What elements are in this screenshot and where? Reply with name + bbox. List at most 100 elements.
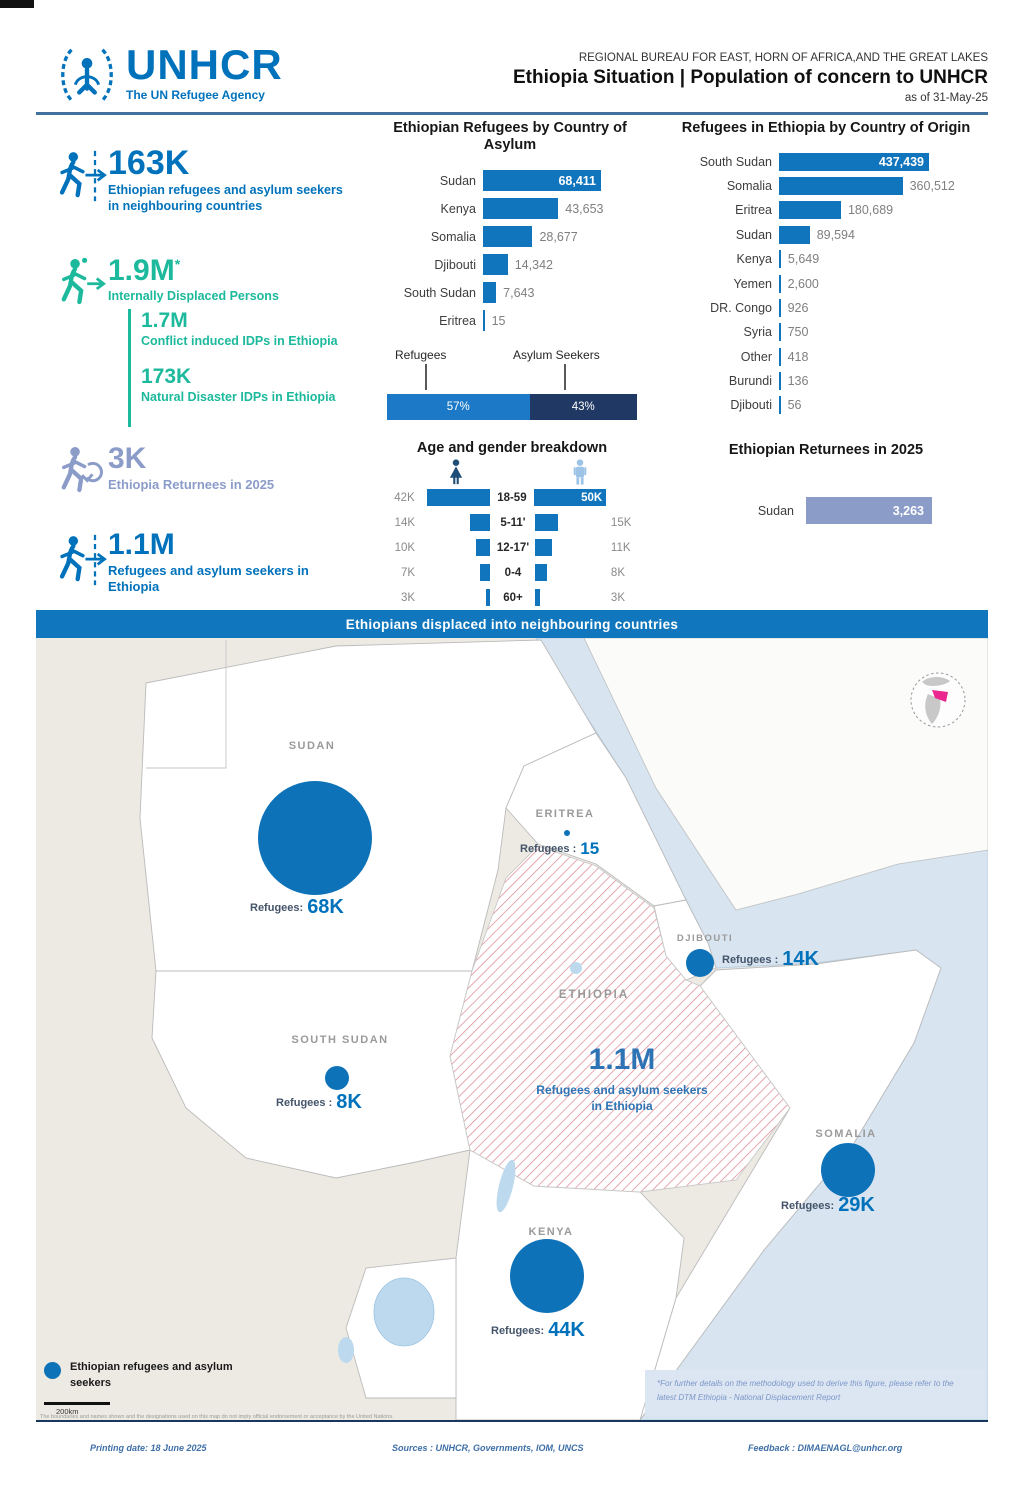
chart-title: Refugees in Ethiopia by Country of Origi… xyxy=(681,120,971,136)
bar xyxy=(483,254,508,276)
bar-label: Somalia xyxy=(726,178,772,193)
bar xyxy=(483,282,497,304)
feedback-email[interactable]: Feedback : DIMAENAGL@unhcr.org xyxy=(748,1443,903,1453)
map-stat-ethiopia-value: 1.1M xyxy=(588,1043,656,1076)
stat-label: Natural Disaster IDPs in Ethiopia xyxy=(141,390,336,404)
map-stat-south-sudan: Refugees : 8K xyxy=(276,1091,362,1113)
map-bubble-south-sudan xyxy=(325,1066,349,1090)
bar-value: 89,594 xyxy=(816,227,855,242)
brand-name: UNHCR xyxy=(126,41,283,88)
bar-row: Eritrea 15 xyxy=(380,307,640,335)
asylum-bar-chart: Sudan 68,411 Kenya 43,653 Somalia 28,677 Djibo… xyxy=(380,167,640,335)
bar-label: Somalia xyxy=(430,229,476,244)
bar-label: South Sudan xyxy=(699,154,772,169)
bar-track: 418 xyxy=(779,347,992,366)
stat-label-line2: in neighbouring countries xyxy=(108,198,263,213)
bar-row: Somalia 28,677 xyxy=(380,223,640,251)
chart-split: Refugees Asylum Seekers 57% 43% xyxy=(387,348,637,420)
male-value: 50K xyxy=(581,491,603,504)
chart-returnees: Ethiopian Returnees in 2025 Sudan 3,263 xyxy=(660,442,992,525)
legend-label-line2: seekers xyxy=(70,1376,111,1389)
bar-track: 14,342 xyxy=(483,254,640,276)
bar-track: 89,594 xyxy=(779,225,992,244)
bar-row: Burundi 136 xyxy=(660,369,992,393)
country-shape-ethiopia-hatched xyxy=(449,845,791,1193)
map-banner-title: Ethiopians displaced into neighbouring c… xyxy=(345,616,679,632)
legend-bubble-icon xyxy=(44,1362,61,1379)
stat-label-line1: Refugees and asylum seekers in xyxy=(108,563,309,578)
map-label-south-sudan: SOUTH SUDAN xyxy=(291,1034,389,1046)
bar-row: Kenya 5,649 xyxy=(660,247,992,271)
chart-origin: Refugees in Ethiopia by Country of Origi… xyxy=(660,120,992,418)
idp-breakdown-connector xyxy=(128,309,131,427)
female-bar xyxy=(486,589,491,607)
female-bar-track xyxy=(420,539,491,557)
bar-value: 180,689 xyxy=(847,203,894,218)
refugees-in-ethiopia-icon xyxy=(56,532,108,588)
male-value: 8K xyxy=(610,566,625,579)
bar-label: Yemen xyxy=(733,276,772,291)
bar-track: 28,677 xyxy=(483,226,640,248)
age-group-label: 12-17' xyxy=(496,541,530,554)
stat-value: 1.7M xyxy=(141,309,188,332)
male-value: 15K xyxy=(610,516,632,529)
bar-row: Sudan 89,594 xyxy=(660,223,992,247)
male-value: 3K xyxy=(610,591,625,604)
bar-track: 2,600 xyxy=(779,274,992,293)
chart-age-gender: Age and gender breakdown xyxy=(372,440,652,610)
map-stat-sudan: Refugees: 68K xyxy=(250,896,344,918)
header-divider xyxy=(36,112,988,115)
bar-label: Other xyxy=(740,349,772,364)
bar-value: 926 xyxy=(787,300,809,315)
map-banner: Ethiopians displaced into neighbouring c… xyxy=(36,610,988,638)
lake-victoria xyxy=(373,1277,435,1347)
stat-label: Internally Displaced Persons xyxy=(108,289,279,303)
bar-label: Syria xyxy=(743,325,772,340)
bar xyxy=(779,372,781,391)
as-of-date: as of 31-May-25 xyxy=(904,92,988,104)
female-bar xyxy=(427,489,490,507)
bar-label: South Sudan xyxy=(403,285,476,300)
country-shape-arabia xyxy=(583,638,988,911)
male-bar: 50K xyxy=(534,489,607,507)
bar-row: Djibouti 14,342 xyxy=(380,251,640,279)
male-icon xyxy=(573,459,587,485)
age-group-label: 5-11' xyxy=(500,516,526,529)
stat-value: 1.1M xyxy=(108,528,175,561)
female-bar-track xyxy=(420,589,491,607)
map-label-sudan: SUDAN xyxy=(288,740,336,752)
bar-row: South Sudan 437,439 xyxy=(660,149,992,173)
bar-row: Kenya 43,653 xyxy=(380,195,640,223)
male-bar xyxy=(535,589,540,607)
bar xyxy=(483,310,485,332)
female-icon xyxy=(449,459,463,485)
stat-value: 1.9M* xyxy=(108,254,181,287)
map-scale-bar xyxy=(44,1402,110,1405)
bar-value: 136 xyxy=(787,374,809,389)
stat-value: 173K xyxy=(141,365,192,388)
bar xyxy=(779,201,841,220)
stat-disaster-idps: 173K Natural Disaster IDPs in Ethiopia xyxy=(141,366,336,404)
bar-label: Sudan xyxy=(757,503,794,518)
bar-label: Eritrea xyxy=(735,203,772,218)
bar-label: Burundi xyxy=(728,374,772,389)
bar-value: 56 xyxy=(787,398,802,413)
female-value: 14K xyxy=(394,516,416,529)
printing-date: Printing date: 18 June 2025 xyxy=(90,1443,207,1453)
bar xyxy=(779,274,781,293)
male-bar-track xyxy=(535,564,605,582)
brand-tagline: The UN Refugee Agency xyxy=(126,88,265,102)
bar-row: Syria 750 xyxy=(660,320,992,344)
returnees-bar-row: Sudan 3,263 xyxy=(660,497,992,525)
pyramid-row: 7K 0-4 8K xyxy=(372,560,652,585)
stat-label-line2: Ethiopia xyxy=(108,579,160,595)
bar-row: DR. Congo 926 xyxy=(660,296,992,320)
bar-track: 926 xyxy=(779,298,992,317)
bar-track: 7,643 xyxy=(483,282,640,304)
stat-label: Conflict induced IDPs in Ethiopia xyxy=(141,334,338,348)
male-bar-track xyxy=(535,539,605,557)
bar-value: 5,649 xyxy=(787,252,820,267)
bar-label: Sudan xyxy=(735,227,772,242)
map-stat-djibouti: Refugees : 14K xyxy=(722,948,819,970)
